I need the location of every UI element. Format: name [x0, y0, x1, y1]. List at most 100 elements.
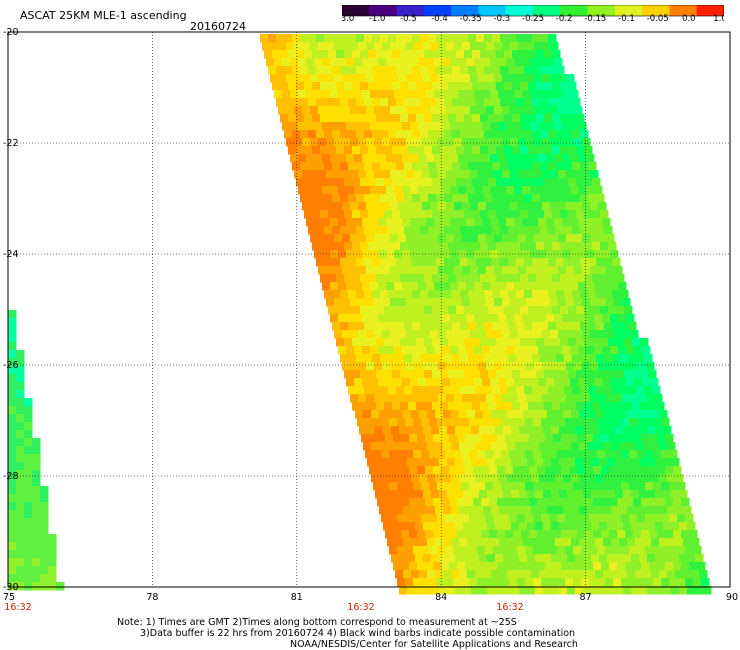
swath-cell [424, 114, 433, 123]
swath-cell [344, 82, 353, 91]
swath-cell [391, 490, 400, 499]
swath-cell [647, 554, 656, 563]
swath-cell [639, 586, 648, 595]
swath-cell [314, 218, 323, 227]
swath-cell [517, 418, 526, 427]
swath-cell [685, 546, 694, 555]
swath-cell [326, 106, 335, 115]
swath-cell [456, 114, 465, 123]
swath-cell [510, 362, 519, 371]
swath-cell [483, 538, 492, 547]
swath-cell [516, 34, 525, 43]
swath-cell [453, 514, 462, 523]
swath-cell [431, 522, 440, 531]
swath-cell [403, 538, 412, 547]
swath-cell [571, 570, 580, 579]
swath-cell [536, 242, 545, 251]
swath-cell [386, 218, 395, 227]
swath-cell [645, 418, 654, 427]
swath-cell [32, 502, 41, 511]
swath-cell [388, 354, 397, 363]
swath-cell [637, 578, 646, 587]
swath-cell [524, 386, 533, 395]
swath-cell [544, 370, 553, 379]
swath-cell [372, 258, 381, 267]
swath-cell [584, 242, 593, 251]
swath-cell [625, 562, 634, 571]
swath-cell [480, 210, 489, 219]
swath-cell [375, 458, 384, 467]
swath-cell [380, 194, 389, 203]
swath-cell [585, 562, 594, 571]
swath-cell [499, 538, 508, 547]
swath-cell [504, 370, 513, 379]
swath-cell [571, 506, 580, 515]
swath-cell [595, 474, 604, 483]
swath-cell [412, 354, 421, 363]
time-label: 16:32 [4, 602, 31, 613]
swath-cell [410, 122, 419, 131]
swath-cell [536, 210, 545, 219]
swath-cell [470, 42, 479, 51]
swath-cell [520, 210, 529, 219]
swath-cell [400, 242, 409, 251]
swath-cell [675, 474, 684, 483]
swath-cell [480, 370, 489, 379]
swath-cell [560, 114, 569, 123]
swath-cell [636, 354, 645, 363]
swath-cell [368, 82, 377, 91]
swath-cell [501, 450, 510, 459]
swath-cell [535, 426, 544, 435]
swath-cell [397, 450, 406, 459]
swath-cell [576, 274, 585, 283]
swath-cell [472, 114, 481, 123]
swath-cell [617, 466, 626, 475]
swath-cell [332, 226, 341, 235]
swath-cell [394, 154, 403, 163]
swath-cell [543, 522, 552, 531]
swath-cell [560, 178, 569, 187]
swath-cell [409, 498, 418, 507]
swath-cell [488, 82, 497, 91]
swath-cell [358, 394, 367, 403]
swath-cell [444, 322, 453, 331]
swath-cell [16, 526, 25, 535]
swath-cell [284, 34, 293, 43]
swath-cell [480, 338, 489, 347]
swath-cell [8, 510, 17, 519]
swath-cell [366, 330, 375, 339]
swath-cell [490, 282, 499, 291]
swath-cell [653, 418, 662, 427]
swath-cell [342, 74, 351, 83]
swath-cell [515, 538, 524, 547]
swath-cell [474, 186, 483, 195]
swath-cell [617, 562, 626, 571]
swath-cell [8, 390, 17, 399]
swath-cell [470, 394, 479, 403]
swath-cell [350, 42, 359, 51]
swath-cell [374, 298, 383, 307]
swath-cell [451, 410, 460, 419]
swath-cell [330, 90, 339, 99]
swath-cell [406, 394, 415, 403]
swath-cell [634, 346, 643, 355]
swath-cell [528, 274, 537, 283]
swath-cell [474, 58, 483, 67]
swath-cell [393, 562, 402, 571]
swath-cell [491, 570, 500, 579]
swath-cell [590, 330, 599, 339]
swath-cell [474, 250, 483, 259]
swath-cell [511, 426, 520, 435]
swath-cell [657, 530, 666, 539]
swath-cell [505, 562, 514, 571]
swath-cell [583, 554, 592, 563]
swath-cell [379, 506, 388, 515]
swath-cell [413, 418, 422, 427]
swath-cell [541, 482, 550, 491]
swath-cell [458, 58, 467, 67]
swath-cell [404, 66, 413, 75]
swath-cell [367, 426, 376, 435]
swath-cell [396, 34, 405, 43]
swath-cell [591, 586, 600, 595]
swath-cell [470, 234, 479, 243]
